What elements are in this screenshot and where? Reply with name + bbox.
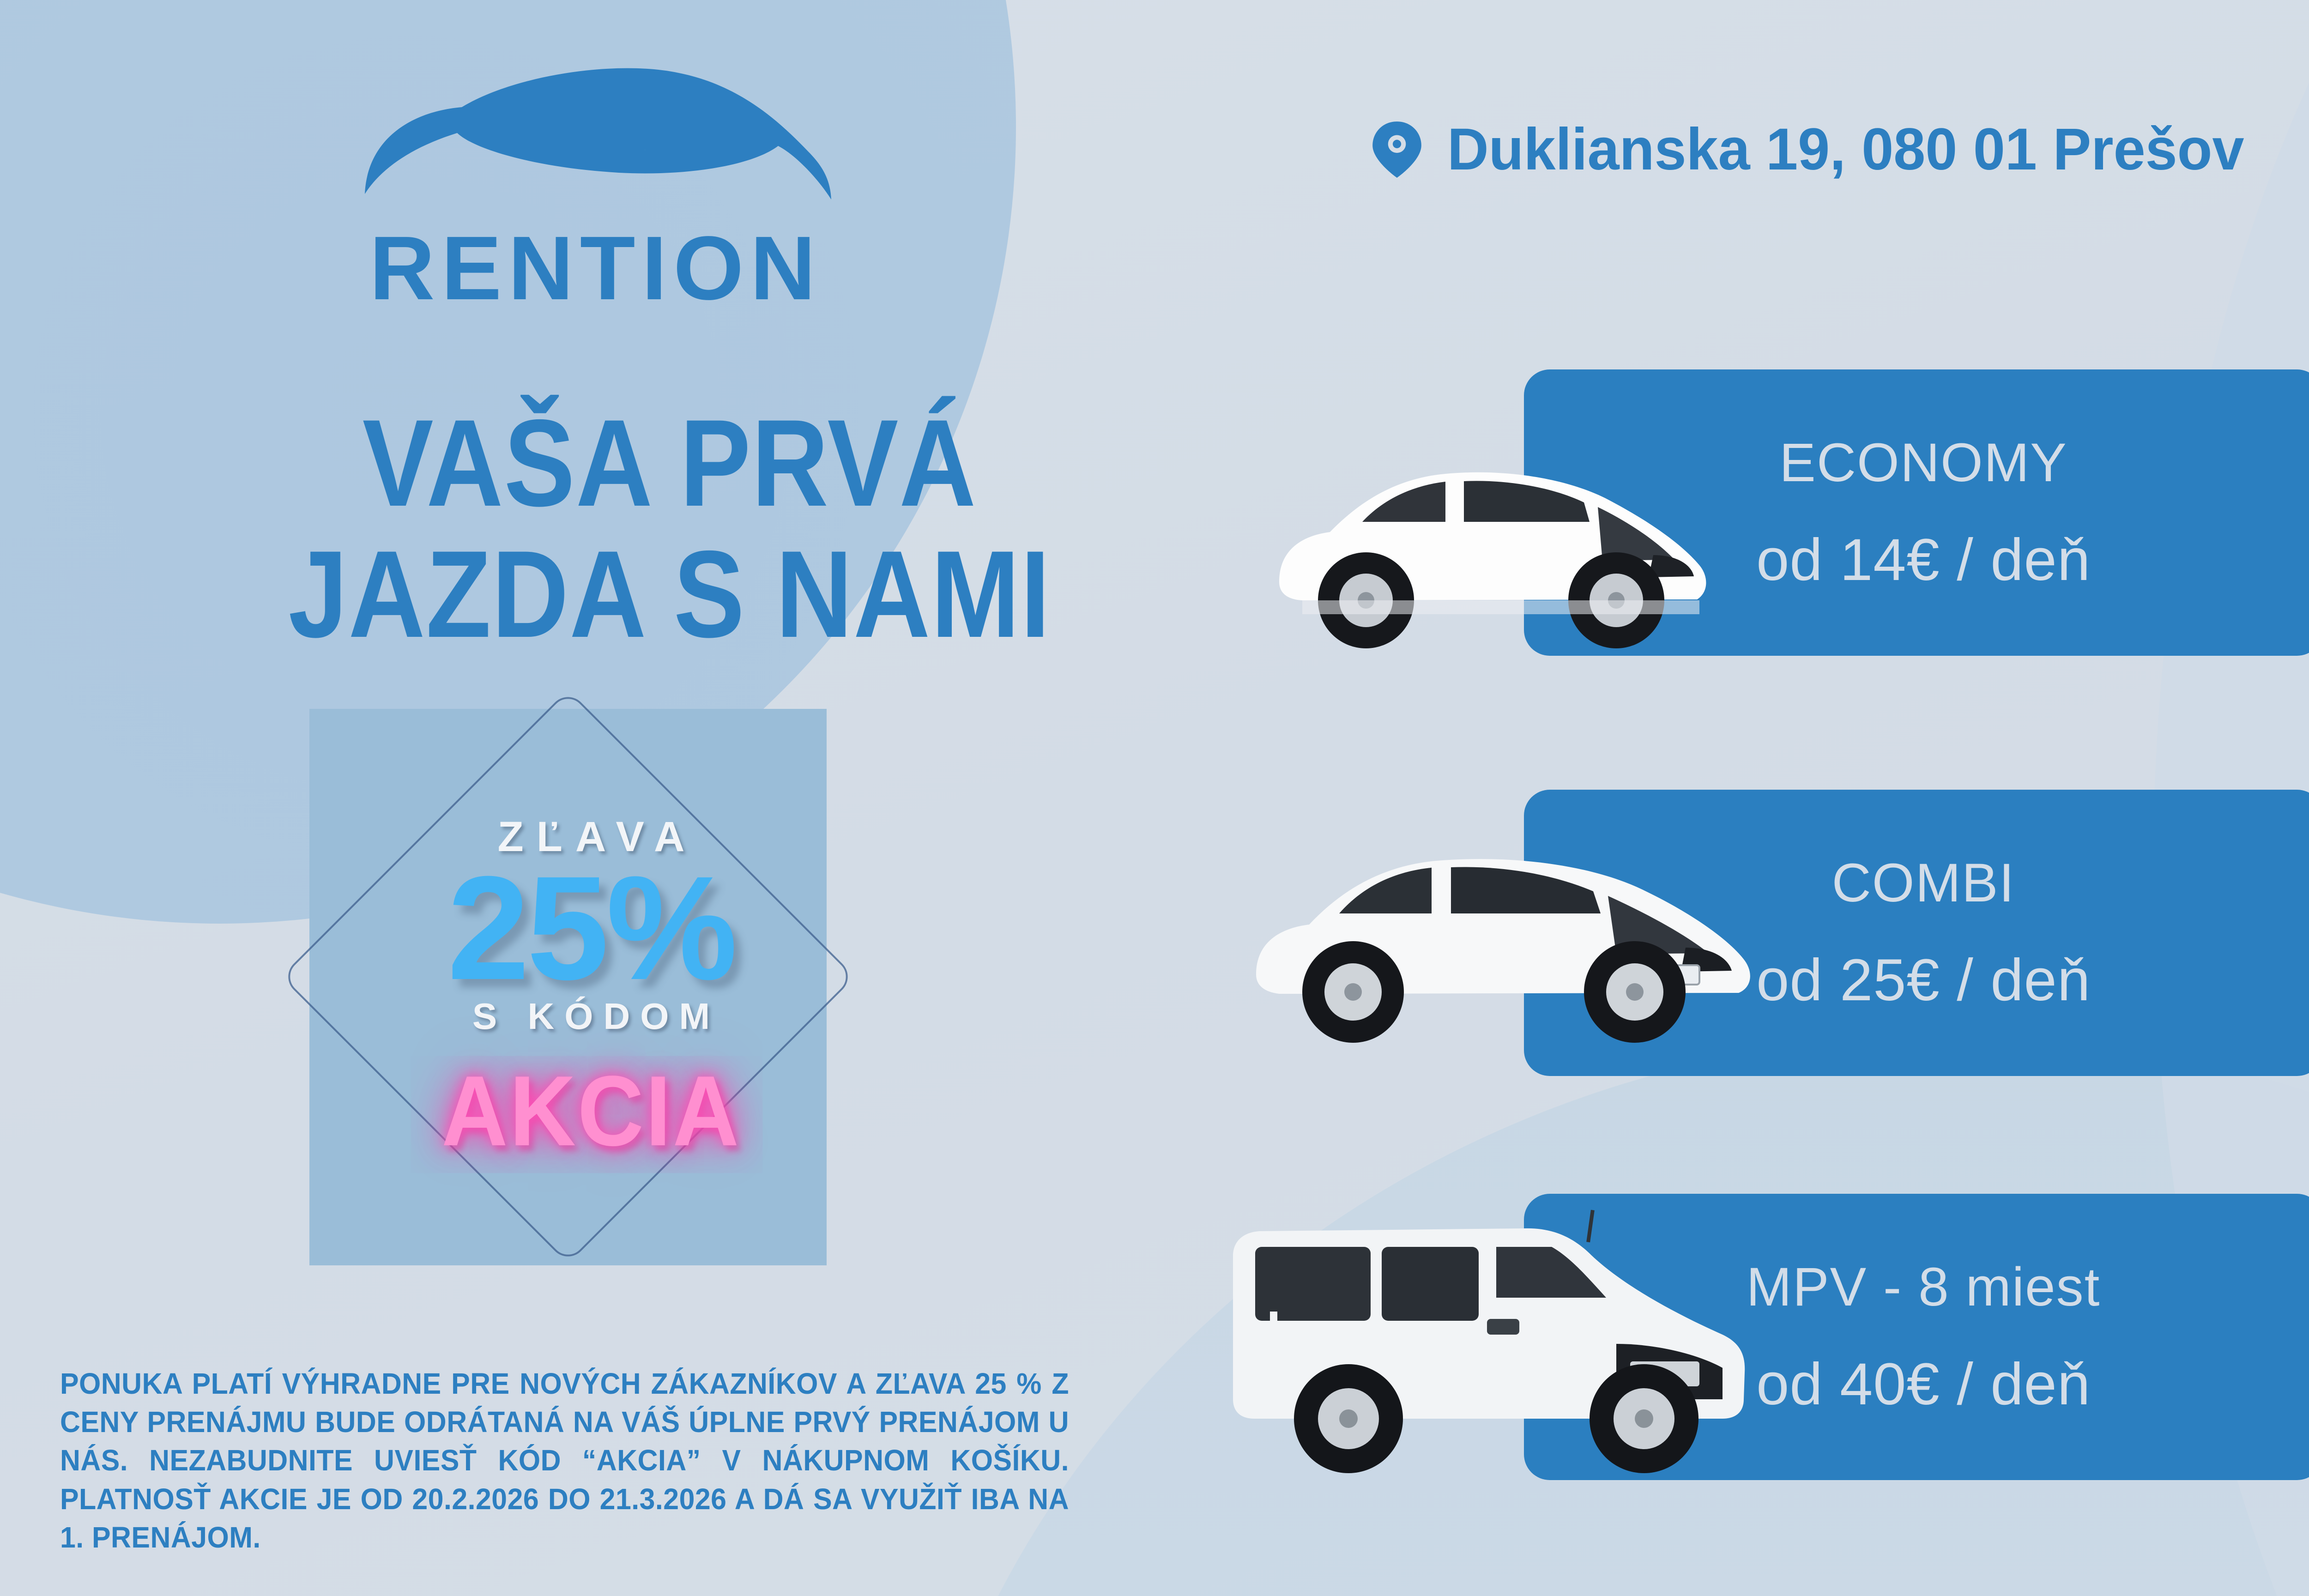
- badge-discount-label: ZĽAVA: [497, 813, 698, 860]
- card-title: MPV - 8 miest: [1746, 1257, 2101, 1318]
- card-price: od 40€ / deň: [1756, 1351, 2091, 1417]
- car-thumbnail-mpv: [1201, 1159, 1773, 1482]
- hatchback-car-icon: [1279, 472, 1706, 648]
- card-price: od 25€ / deň: [1756, 947, 2091, 1013]
- card-title: COMBI: [1831, 852, 2015, 913]
- address-bar[interactable]: Duklianska 19, 080 01 Prešov: [1367, 115, 2269, 183]
- map-pin-icon: [1372, 121, 1421, 178]
- card-price: od 14€ / deň: [1756, 527, 2091, 593]
- brand-logo: RENTION: [323, 55, 868, 320]
- terms-and-conditions: PONUKA PLATÍ VÝHRADNE PRE NOVÝCH ZÁKAZNÍ…: [60, 1367, 1069, 1554]
- badge-with-code-label: S KÓDOM: [472, 996, 720, 1037]
- address-text: Duklianska 19, 080 01 Prešov: [1447, 116, 2244, 182]
- card-title: ECONOMY: [1779, 432, 2067, 493]
- car-silhouette-icon: [365, 68, 831, 200]
- page-title: VAŠA PRVÁ JAZDA S NAMI: [213, 397, 1126, 659]
- van-car-icon: [1233, 1209, 1745, 1473]
- badge-promo-code: AKCIA: [441, 1055, 741, 1167]
- badge-percent: 25%: [447, 845, 737, 1010]
- estate-car-icon: [1256, 859, 1750, 1043]
- brand-name: RENTION: [369, 218, 822, 319]
- discount-badge: ZĽAVA 25% S KÓDOM AKCIA: [249, 689, 933, 1339]
- badge-panel: [309, 709, 827, 1265]
- badge-content: ZĽAVA 25% S KÓDOM AKCIA: [249, 693, 933, 1339]
- headline-line-1: VAŠA PRVÁ: [362, 393, 977, 532]
- car-thumbnail-economy: [1247, 383, 1736, 660]
- headline-line-2: JAZDA S NAMI: [288, 525, 1051, 664]
- car-thumbnail-combi: [1228, 767, 1773, 1062]
